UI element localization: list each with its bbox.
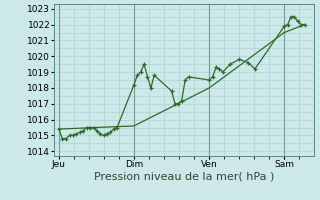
X-axis label: Pression niveau de la mer( hPa ): Pression niveau de la mer( hPa ): [94, 172, 274, 182]
